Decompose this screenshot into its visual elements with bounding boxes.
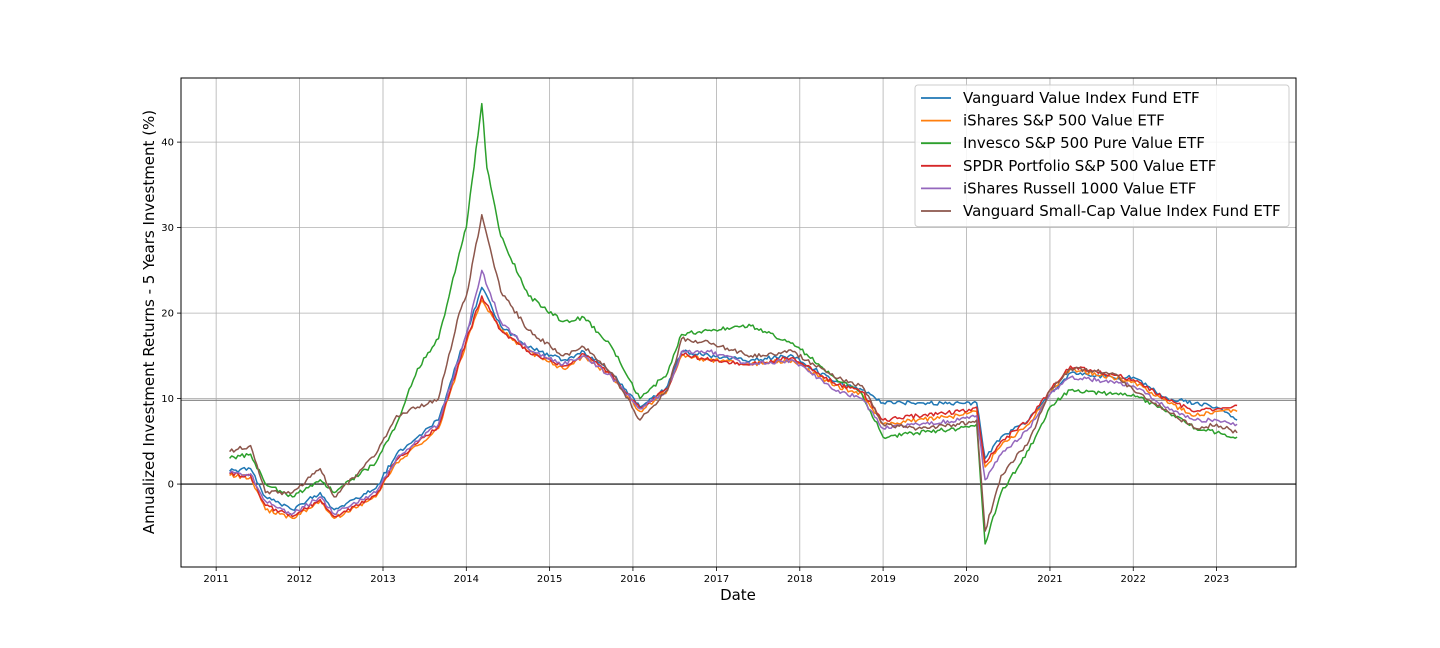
x-tick-label: 2014 (454, 574, 479, 585)
legend: Vanguard Value Index Fund ETF iShares S&P… (914, 84, 1290, 228)
x-tick-label: 2018 (787, 574, 812, 585)
x-tick-label: 2019 (870, 574, 895, 585)
y-tick-label: 10 (161, 394, 174, 405)
legend-label: SPDR Portfolio S&P 500 Value ETF (963, 157, 1216, 175)
x-tick-label: 2020 (954, 574, 979, 585)
x-tick-label: 2013 (370, 574, 395, 585)
legend-label: iShares S&P 500 Value ETF (963, 112, 1165, 130)
legend-box (914, 84, 1290, 228)
y-tick-label: 30 (161, 223, 174, 234)
series-line (229, 286, 1238, 512)
x-tick-label: 2015 (537, 574, 562, 585)
legend-label: Vanguard Value Index Fund ETF (963, 89, 1200, 107)
y-tick-label: 40 (161, 138, 174, 149)
y-tick-label: 20 (161, 309, 174, 320)
y-axis-ticks: 0 10 20 30 40 (161, 138, 181, 491)
series-lines (229, 102, 1238, 545)
x-axis-label: Date (720, 586, 756, 604)
plot-frame (180, 77, 1297, 568)
legend-label: iShares Russell 1000 Value ETF (963, 179, 1196, 197)
x-axis-ticks: 2011 2012 2013 2014 2015 2016 2017 2018 2019 2020… (203, 567, 1229, 585)
x-tick-label: 2021 (1037, 574, 1062, 585)
x-tick-label: 2022 (1121, 574, 1146, 585)
legend-label: Vanguard Small-Cap Value Index Fund ETF (963, 202, 1281, 220)
legend-label: Invesco S&P 500 Pure Value ETF (963, 134, 1205, 152)
x-tick-label: 2012 (287, 574, 312, 585)
x-tick-label: 2011 (203, 574, 228, 585)
x-tick-label: 2016 (620, 574, 645, 585)
series-line (229, 102, 1238, 545)
reference-lines (181, 399, 1296, 485)
x-tick-label: 2017 (704, 574, 729, 585)
series-line (229, 214, 1238, 532)
series-line (229, 269, 1238, 516)
x-tick-label: 2023 (1204, 574, 1229, 585)
y-tick-label: 0 (168, 480, 174, 491)
y-axis-label: Annualized Investment Returns - 5 Years … (140, 110, 158, 534)
